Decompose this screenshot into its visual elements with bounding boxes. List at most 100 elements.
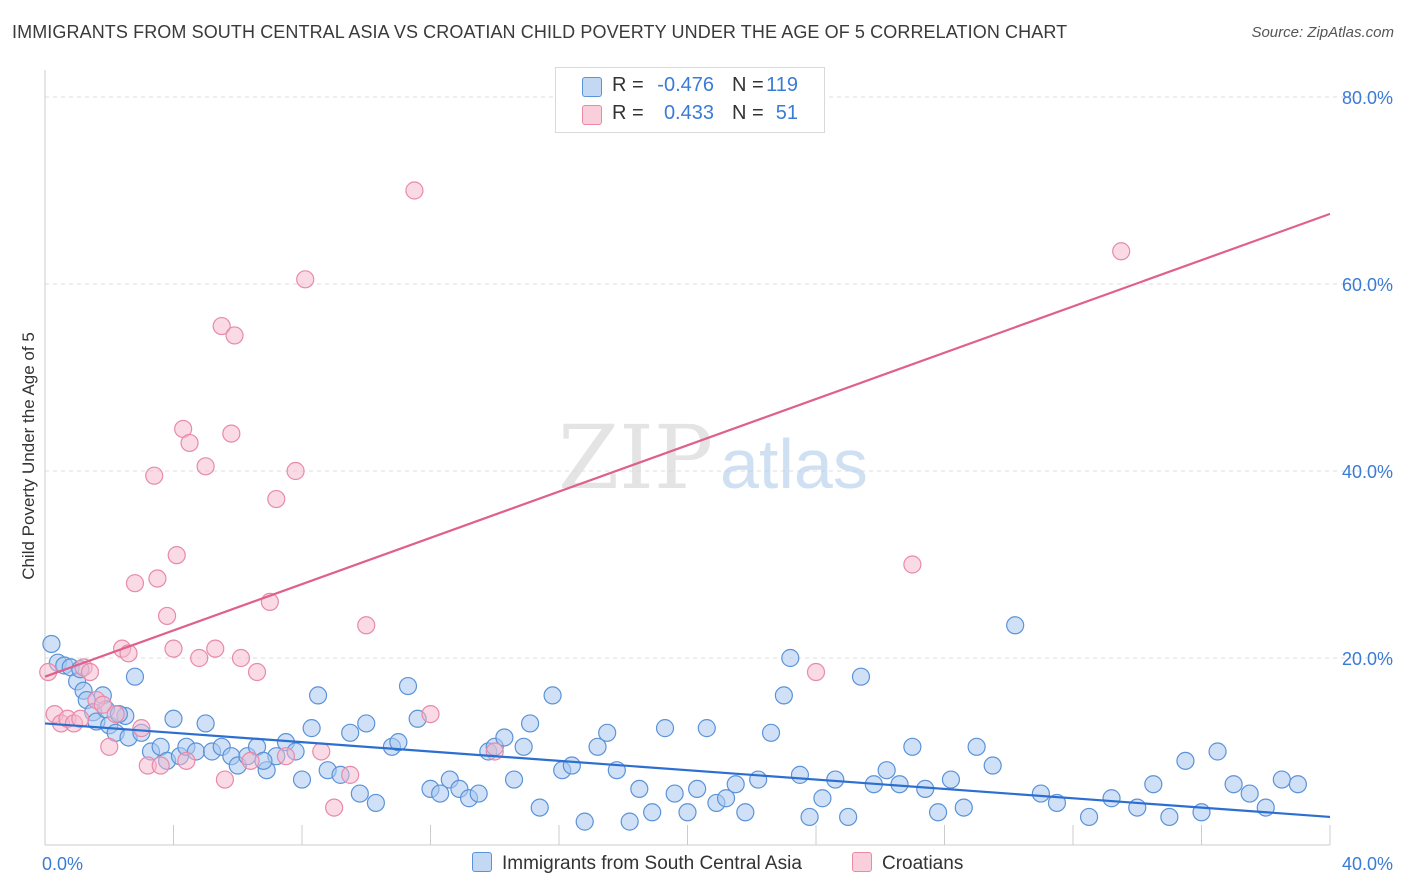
- data-point-immigrants: [954, 798, 973, 817]
- data-point-immigrants: [389, 733, 408, 752]
- data-point-immigrants: [688, 779, 707, 799]
- data-point-immigrants: [1079, 807, 1099, 827]
- data-point-croatians: [325, 798, 344, 817]
- data-point-immigrants: [562, 756, 581, 775]
- data-point-immigrants: [292, 770, 312, 789]
- data-point-croatians: [296, 270, 315, 289]
- legend-swatch-pink: [852, 852, 872, 872]
- data-point-immigrants: [530, 798, 549, 817]
- watermark-atlas: atlas: [720, 425, 868, 503]
- legend-r-value: -0.476: [657, 74, 714, 96]
- data-point-immigrants: [1176, 751, 1195, 770]
- y-tick-label: 60.0%: [1342, 275, 1393, 295]
- data-point-croatians: [247, 662, 267, 682]
- legend-n-label: N =: [732, 102, 764, 124]
- legend-n-value: 119: [766, 74, 798, 96]
- data-point-croatians: [100, 737, 119, 756]
- data-point-immigrants: [196, 714, 215, 733]
- data-point-croatians: [1112, 242, 1131, 261]
- data-point-immigrants: [749, 770, 768, 789]
- data-point-immigrants: [357, 714, 376, 733]
- legend-swatch-blue: [472, 852, 492, 872]
- data-point-immigrants: [941, 770, 961, 789]
- data-point-croatians: [267, 489, 286, 509]
- source-label: Source: ZipAtlas.com: [1251, 24, 1394, 41]
- trend-line-croatians: [44, 212, 1331, 678]
- data-point-croatians: [231, 648, 251, 668]
- data-point-croatians: [276, 747, 296, 766]
- data-point-croatians: [806, 662, 826, 682]
- data-point-immigrants: [495, 728, 514, 747]
- legend-r-label: R =: [612, 74, 644, 96]
- grid-lines: [45, 96, 1390, 659]
- data-point-immigrants: [504, 770, 524, 789]
- data-point-immigrants: [1224, 775, 1243, 794]
- series-croatians-points: [39, 181, 1131, 817]
- data-point-croatians: [196, 457, 215, 476]
- data-point-croatians: [286, 461, 305, 481]
- data-point-croatians: [225, 326, 244, 345]
- legend-r-label: R =: [612, 102, 644, 124]
- data-point-immigrants: [716, 789, 736, 808]
- data-point-immigrants: [1047, 793, 1067, 813]
- data-point-immigrants: [726, 775, 745, 794]
- data-point-immigrants: [575, 812, 594, 831]
- data-point-immigrants: [839, 807, 858, 827]
- data-point-immigrants: [813, 789, 832, 808]
- data-point-immigrants: [678, 803, 697, 822]
- data-point-croatians: [145, 466, 164, 485]
- data-point-immigrants: [350, 784, 369, 803]
- legend-n-value: 51: [775, 102, 798, 124]
- data-point-croatians: [903, 555, 922, 574]
- axes: [44, 70, 1331, 846]
- series-immigrants-points: [42, 616, 1307, 831]
- data-point-immigrants: [431, 784, 450, 803]
- data-point-immigrants: [598, 723, 617, 742]
- data-point-immigrants: [398, 676, 418, 696]
- legend-label-immigrants: Immigrants from South Central Asia: [502, 853, 802, 874]
- data-point-immigrants: [341, 723, 360, 742]
- data-point-immigrants: [1288, 775, 1307, 794]
- legend-row-immigrants: R = -0.476 N = 119: [556, 72, 824, 100]
- x-tick-label: 40.0%: [1342, 854, 1393, 874]
- data-point-immigrants: [543, 686, 562, 705]
- data-point-immigrants: [665, 784, 684, 803]
- data-point-croatians: [312, 742, 331, 761]
- data-point-immigrants: [164, 709, 183, 728]
- y-tick-label: 80.0%: [1342, 88, 1393, 108]
- y-tick-label: 20.0%: [1342, 649, 1393, 669]
- data-point-immigrants: [643, 803, 662, 822]
- legend-row-croatians: R = 0.433 N = 51: [556, 100, 824, 128]
- data-point-immigrants: [469, 784, 488, 803]
- data-point-immigrants: [736, 803, 755, 822]
- data-point-immigrants: [1272, 770, 1291, 789]
- data-point-croatians: [151, 756, 170, 775]
- watermark-zip: ZIP: [558, 406, 713, 509]
- data-point-immigrants: [366, 793, 385, 813]
- data-point-croatians: [132, 719, 151, 738]
- data-point-immigrants: [520, 714, 540, 733]
- legend-item-croatians: Croatians: [852, 852, 963, 875]
- data-point-immigrants: [1160, 807, 1179, 827]
- data-point-immigrants: [1006, 616, 1025, 635]
- data-point-croatians: [190, 648, 209, 668]
- x-tick-label: 0.0%: [42, 854, 83, 874]
- trend-line-immigrants: [44, 722, 1331, 819]
- watermark: ZIP atlas: [558, 406, 868, 509]
- data-point-croatians: [93, 695, 112, 714]
- tick-labels: 20.0% 40.0% 60.0% 80.0% 0.0% 40.0%: [42, 88, 1393, 874]
- data-point-immigrants: [903, 737, 922, 756]
- data-point-croatians: [80, 662, 100, 682]
- data-point-immigrants: [877, 761, 896, 780]
- y-tick-label: 40.0%: [1342, 462, 1393, 482]
- trend-lines: [44, 212, 1331, 819]
- data-point-immigrants: [1102, 789, 1121, 808]
- series-legend: Immigrants from South Central Asia Croat…: [0, 852, 1406, 880]
- legend-label-croatians: Croatians: [882, 853, 964, 874]
- data-point-immigrants: [781, 648, 800, 668]
- legend-item-immigrants: Immigrants from South Central Asia: [472, 852, 802, 875]
- data-point-immigrants: [42, 634, 61, 654]
- stats-legend: R = -0.476 N = 119 R = 0.433 N = 51: [555, 67, 825, 133]
- data-point-croatians: [241, 751, 260, 770]
